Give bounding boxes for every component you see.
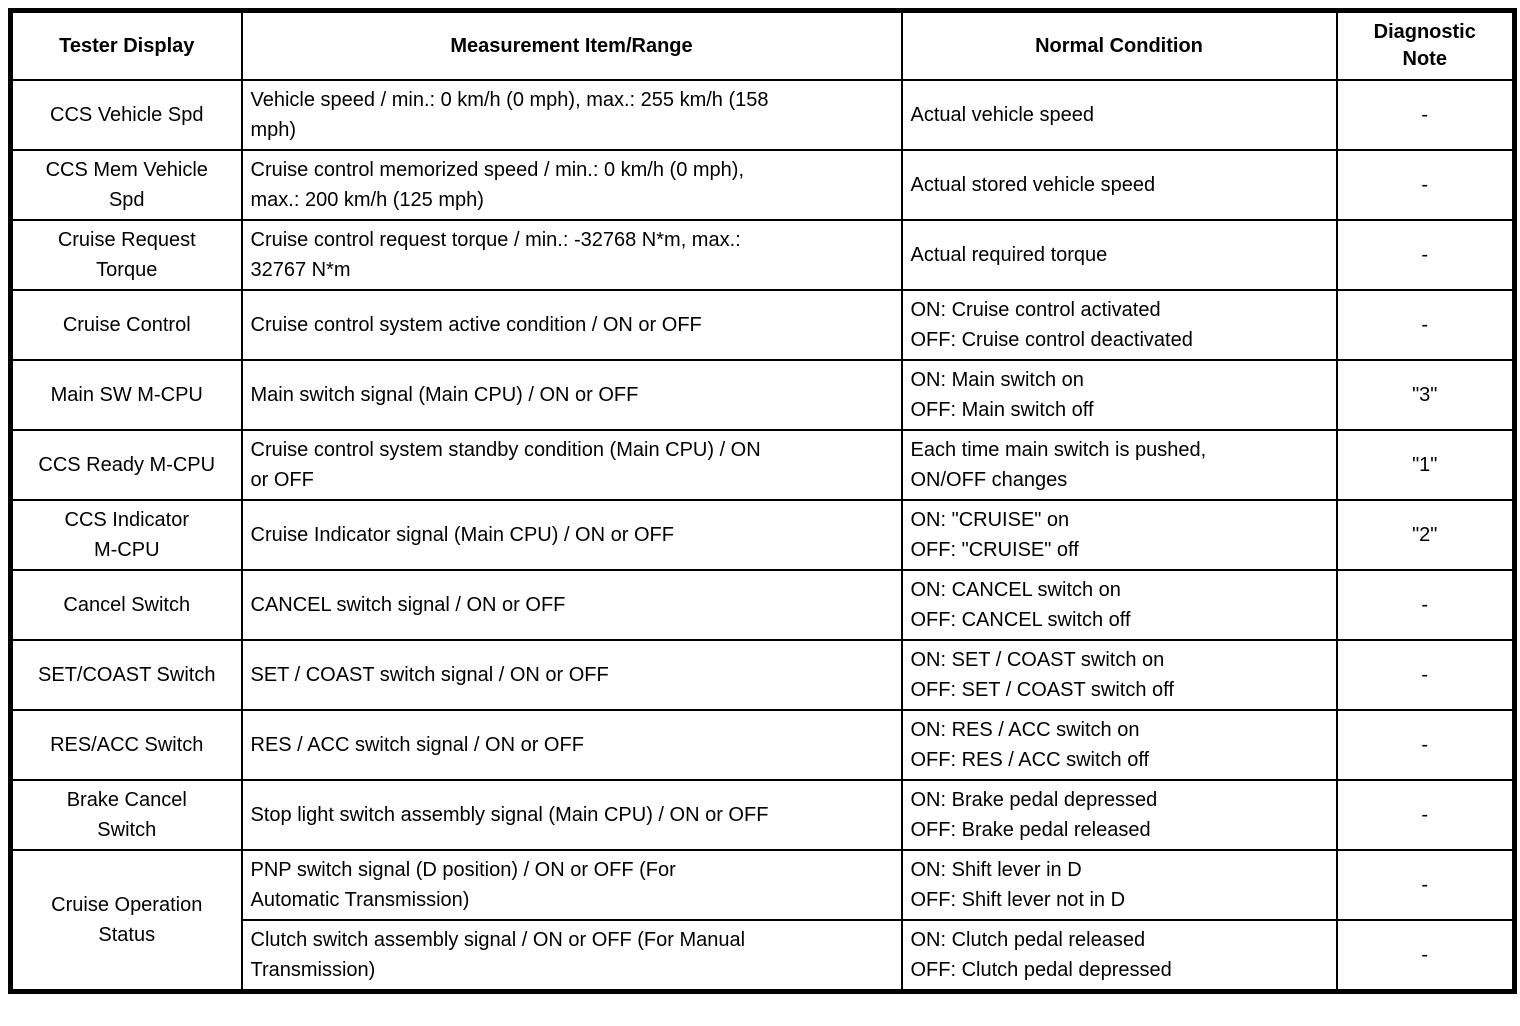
cell-normal-condition: ON: Cruise control activated OFF: Cruise…: [900, 289, 1338, 361]
cell-measurement: Cruise control memorized speed / min.: 0…: [240, 149, 903, 221]
col-header-diagnostic-note-label: Diagnostic Note: [1373, 21, 1476, 70]
cell-normal-condition: ON: Shift lever in D OFF: Shift lever no…: [900, 849, 1338, 921]
table-row: Cancel Switch CANCEL switch signal / ON …: [9, 569, 1516, 641]
cell-measurement: RES / ACC switch signal / ON or OFF: [240, 709, 903, 781]
table-row: Cruise Control Cruise control system act…: [9, 289, 1516, 361]
col-header-diagnostic-note: Diagnostic Note: [1335, 9, 1516, 81]
col-header-measurement-item-range: Measurement Item/Range: [240, 9, 903, 81]
cell-tester-display: CCS Indicator M-CPU: [9, 499, 243, 571]
table-row: CCS Ready M-CPU Cruise control system st…: [9, 429, 1516, 501]
cell-tester-display: CCS Ready M-CPU: [9, 429, 243, 501]
cell-tester-display: Cruise Request Torque: [9, 219, 243, 291]
table-row: Clutch switch assembly signal / ON or OF…: [11, 919, 1516, 993]
cell-diagnostic-note: -: [1335, 79, 1516, 151]
cell-diagnostic-note: -: [1335, 219, 1516, 291]
col-header-tester-display: Tester Display: [9, 9, 243, 81]
cell-normal-condition: ON: Clutch pedal released OFF: Clutch pe…: [900, 919, 1338, 993]
table-row: RES/ACC Switch RES / ACC switch signal /…: [9, 709, 1516, 781]
cell-measurement: Clutch switch assembly signal / ON or OF…: [240, 919, 903, 993]
cell-normal-condition: ON: Brake pedal depressed OFF: Brake ped…: [900, 779, 1338, 851]
diagnostic-data-table: Tester Display Measurement Item/Range No…: [8, 8, 1517, 994]
cell-measurement: Main switch signal (Main CPU) / ON or OF…: [240, 359, 903, 431]
cell-measurement: SET / COAST switch signal / ON or OFF: [240, 639, 903, 711]
cell-diagnostic-note: -: [1335, 779, 1516, 851]
cell-diagnostic-note: -: [1335, 149, 1516, 221]
cell-measurement: Cruise Indicator signal (Main CPU) / ON …: [240, 499, 903, 571]
cell-measurement: Cruise control request torque / min.: -3…: [240, 219, 903, 291]
cell-tester-display: CCS Mem Vehicle Spd: [9, 149, 243, 221]
cell-tester-display: Main SW M-CPU: [9, 359, 243, 431]
table-row: Brake Cancel Switch Stop light switch as…: [9, 779, 1516, 851]
cell-normal-condition: ON: Main switch on OFF: Main switch off: [900, 359, 1338, 431]
table-row: SET/COAST Switch SET / COAST switch sign…: [9, 639, 1516, 711]
cell-normal-condition: ON: CANCEL switch on OFF: CANCEL switch …: [900, 569, 1338, 641]
table-row: CCS Vehicle Spd Vehicle speed / min.: 0 …: [9, 79, 1516, 151]
col-header-normal-condition: Normal Condition: [900, 9, 1338, 81]
table-row: Main SW M-CPU Main switch signal (Main C…: [9, 359, 1516, 431]
table-row: Cruise Operation Status PNP switch signa…: [9, 849, 1516, 993]
cell-diagnostic-note: "1": [1335, 429, 1516, 501]
cell-measurement: PNP switch signal (D position) / ON or O…: [240, 849, 903, 921]
cell-tester-display-merged: Cruise Operation Status: [9, 849, 243, 993]
cell-diagnostic-note: -: [1335, 289, 1516, 361]
cell-measurement: CANCEL switch signal / ON or OFF: [240, 569, 903, 641]
cell-normal-condition: ON: SET / COAST switch on OFF: SET / COA…: [900, 639, 1338, 711]
cell-tester-display: RES/ACC Switch: [9, 709, 243, 781]
cell-normal-condition: Actual stored vehicle speed: [900, 149, 1338, 221]
table-row: CCS Mem Vehicle Spd Cruise control memor…: [9, 149, 1516, 221]
cell-normal-condition: Actual vehicle speed: [900, 79, 1338, 151]
cell-normal-condition: ON: RES / ACC switch on OFF: RES / ACC s…: [900, 709, 1338, 781]
cell-measurement: Cruise control system active condition /…: [240, 289, 903, 361]
cell-tester-display: Brake Cancel Switch: [9, 779, 243, 851]
cell-tester-display: SET/COAST Switch: [9, 639, 243, 711]
cell-tester-display: Cruise Control: [9, 289, 243, 361]
cell-measurement: Stop light switch assembly signal (Main …: [240, 779, 903, 851]
cell-diagnostic-note: -: [1335, 709, 1516, 781]
cell-diagnostic-note: -: [1335, 639, 1516, 711]
cell-tester-display: Cancel Switch: [9, 569, 243, 641]
cell-normal-condition: Actual required torque: [900, 219, 1338, 291]
cell-normal-condition: ON: "CRUISE" on OFF: "CRUISE" off: [900, 499, 1338, 571]
cell-diagnostic-note: -: [1335, 919, 1516, 993]
cell-measurement: Cruise control system standby condition …: [240, 429, 903, 501]
table-row: CCS Indicator M-CPU Cruise Indicator sig…: [9, 499, 1516, 571]
cell-diagnostic-note: "2": [1335, 499, 1516, 571]
cell-diagnostic-note: "3": [1335, 359, 1516, 431]
cell-diagnostic-note: -: [1335, 849, 1516, 921]
cell-measurement: Vehicle speed / min.: 0 km/h (0 mph), ma…: [240, 79, 903, 151]
cell-diagnostic-note: -: [1335, 569, 1516, 641]
header-row: Tester Display Measurement Item/Range No…: [9, 9, 1516, 81]
cell-normal-condition: Each time main switch is pushed, ON/OFF …: [900, 429, 1338, 501]
cell-tester-display: CCS Vehicle Spd: [9, 79, 243, 151]
table-row: Cruise Request Torque Cruise control req…: [9, 219, 1516, 291]
